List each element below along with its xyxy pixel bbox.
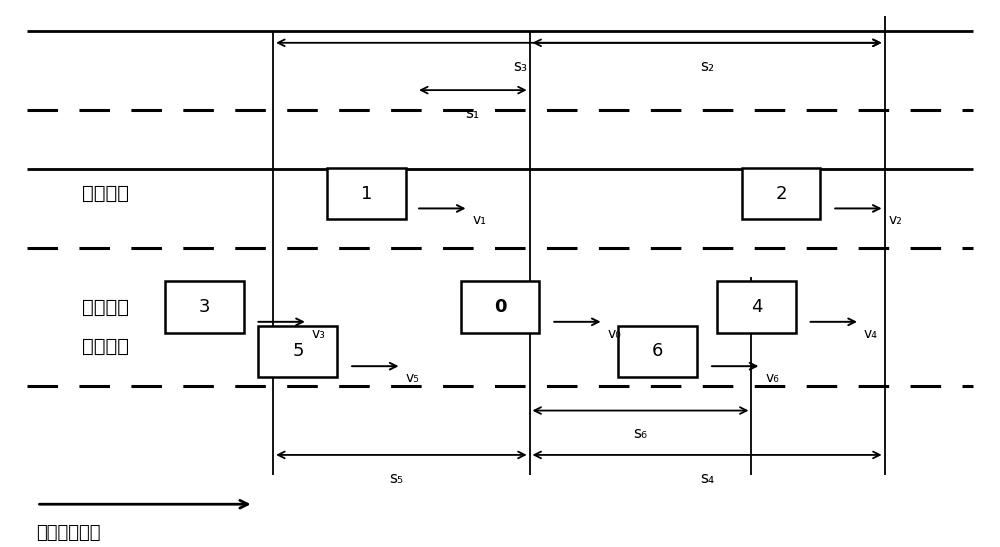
Bar xyxy=(327,168,406,219)
Text: v₆: v₆ xyxy=(765,371,779,385)
Text: 0: 0 xyxy=(494,298,506,316)
Bar xyxy=(618,326,697,377)
Text: 6: 6 xyxy=(652,342,663,360)
Text: 3: 3 xyxy=(198,298,210,316)
Text: 车辆行驶方向: 车辆行驶方向 xyxy=(37,524,101,542)
Text: s₄: s₄ xyxy=(700,471,714,486)
Text: 左侧车道: 左侧车道 xyxy=(82,184,129,203)
Text: v₃: v₃ xyxy=(312,327,326,341)
Text: 当前车道: 当前车道 xyxy=(82,298,129,317)
Bar xyxy=(742,168,820,219)
Bar xyxy=(717,281,796,333)
Bar xyxy=(165,281,244,333)
Text: 右侧车道: 右侧车道 xyxy=(82,337,129,356)
Bar xyxy=(461,281,539,333)
Text: 1: 1 xyxy=(361,185,373,202)
Text: s₂: s₂ xyxy=(700,59,714,74)
Text: v₂: v₂ xyxy=(888,213,902,228)
Bar xyxy=(258,326,337,377)
Text: s₁: s₁ xyxy=(465,106,479,121)
Text: s₃: s₃ xyxy=(513,59,527,74)
Text: 4: 4 xyxy=(751,298,762,316)
Text: v₀: v₀ xyxy=(607,327,621,341)
Text: s₆: s₆ xyxy=(633,426,647,441)
Text: v₄: v₄ xyxy=(864,327,878,341)
Text: 5: 5 xyxy=(292,342,304,360)
Text: 2: 2 xyxy=(775,185,787,202)
Text: s₅: s₅ xyxy=(389,471,403,486)
Text: v₅: v₅ xyxy=(405,371,419,385)
Text: v₁: v₁ xyxy=(472,213,486,228)
